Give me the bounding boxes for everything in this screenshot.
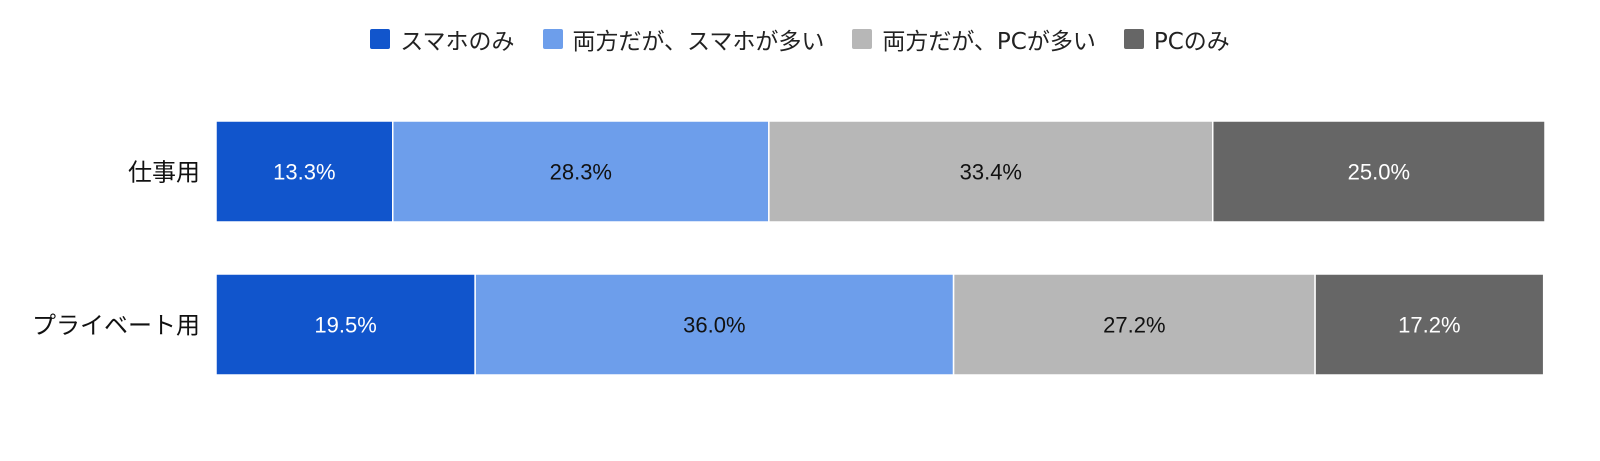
bar-segment	[474, 273, 955, 376]
legend-swatch	[852, 29, 873, 49]
data-label: 36.0%	[683, 313, 745, 338]
data-label: 13.3%	[273, 160, 335, 185]
data-label: 33.4%	[960, 160, 1022, 185]
legend-item: 両方だが、スマホが多い	[542, 22, 825, 56]
legend-label: スマホのみ	[400, 29, 515, 55]
bar-segment	[1314, 273, 1545, 376]
legend-swatch	[542, 29, 563, 49]
legend: スマホのみ 両方だが、スマホが多い 両方だが、PCが多い PCのみ	[0, 22, 1600, 56]
data-label: 19.5%	[314, 313, 376, 338]
legend-item: 両方だが、PCが多い	[852, 22, 1096, 56]
bar-segment	[215, 120, 394, 223]
category-label: 仕事用	[128, 159, 200, 187]
bar-segment	[392, 120, 770, 223]
bar-segment	[1212, 120, 1546, 223]
bar-segment	[952, 273, 1316, 376]
bar-segment	[768, 120, 1214, 223]
legend-label: 両方だが、スマホが多い	[572, 29, 825, 55]
bar-segment	[215, 273, 476, 376]
data-label: 28.3%	[550, 160, 612, 185]
category-label: プライベート用	[32, 312, 200, 340]
legend-swatch	[370, 29, 391, 49]
data-label: 27.2%	[1103, 313, 1165, 338]
legend-swatch	[1123, 29, 1144, 49]
legend-item: スマホのみ	[370, 22, 515, 56]
legend-item: PCのみ	[1123, 22, 1230, 56]
data-label: 17.2%	[1398, 313, 1460, 338]
data-label: 25.0%	[1348, 160, 1410, 185]
legend-label: 両方だが、PCが多い	[882, 29, 1096, 55]
legend-label: PCのみ	[1153, 29, 1230, 55]
